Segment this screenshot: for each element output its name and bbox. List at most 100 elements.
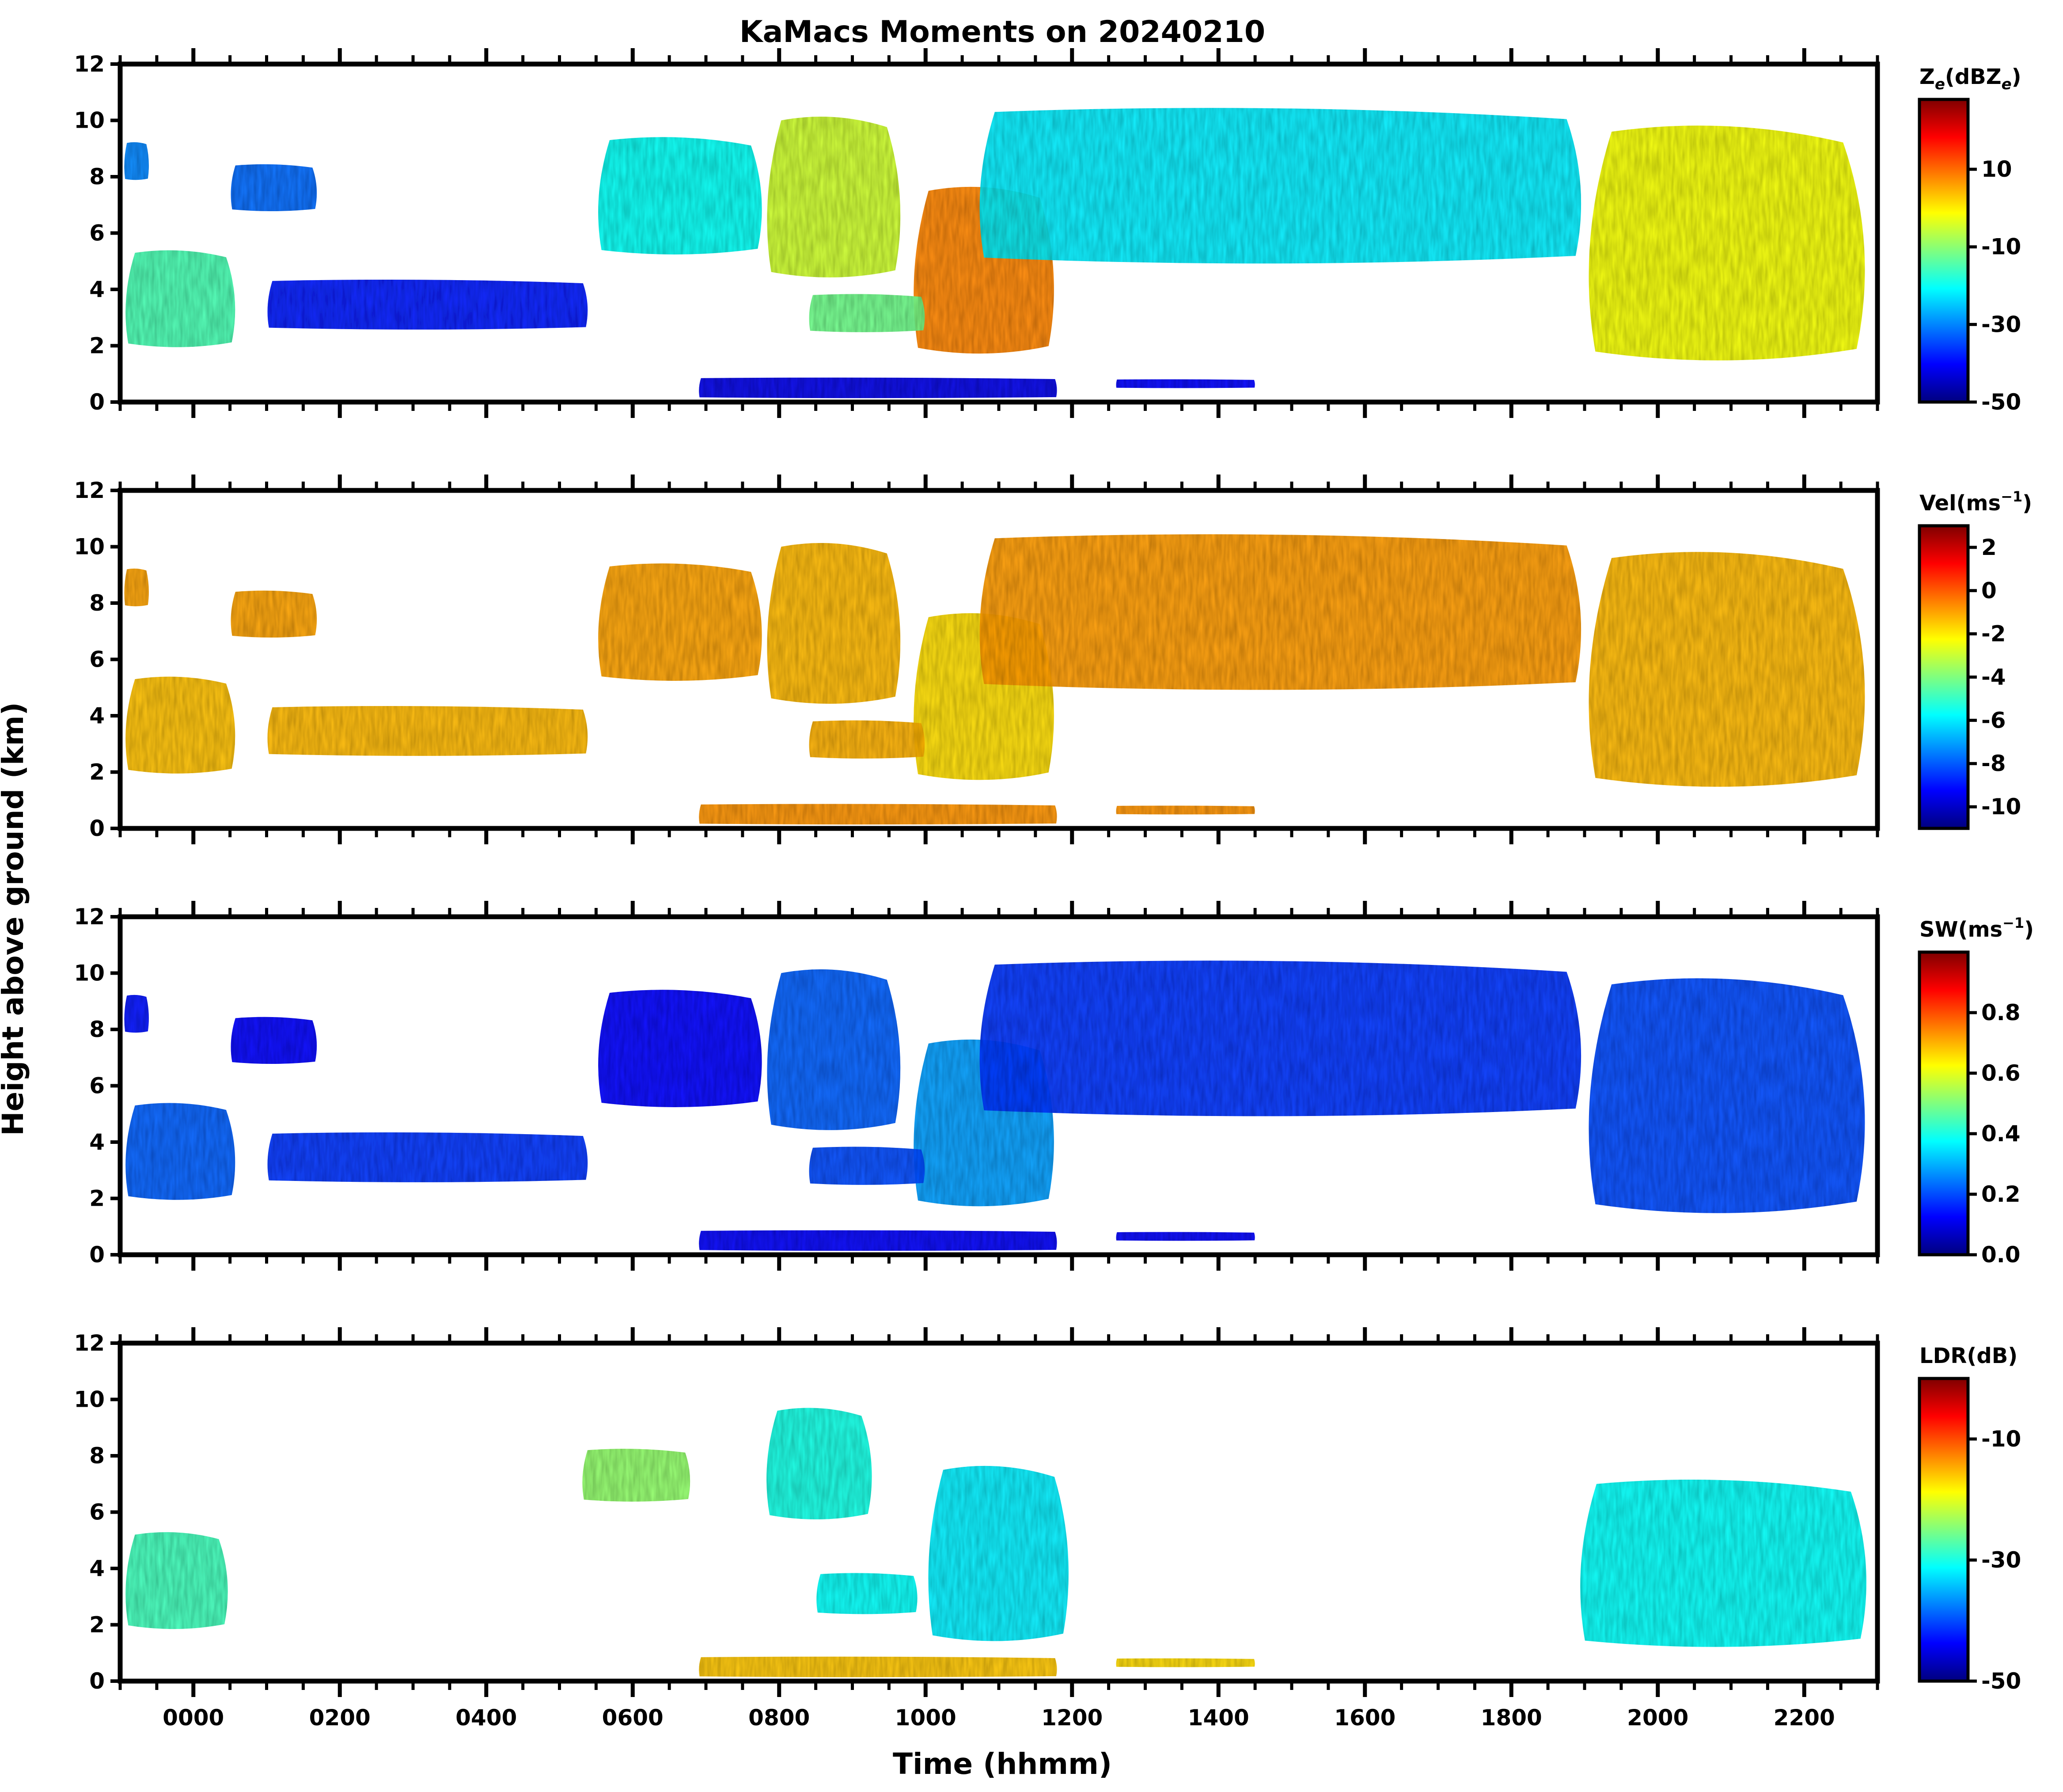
y-tick-label: 10 [74, 534, 105, 560]
panel-sw-echoes [124, 961, 1865, 1251]
y-tick-label: 10 [74, 961, 105, 986]
panels: 0 2 4 6 8 10 12 -50 -30 -10 10 Ze(dBZe) 0 2 4 6 8 10 12 -10… [74, 48, 2034, 1731]
echo-small-high-cloud [231, 590, 317, 638]
y-tick-label: 4 [89, 277, 105, 302]
colorbar-vel [1918, 524, 1970, 830]
x-axis-label: Time (hhmm) [893, 1747, 1112, 1781]
echo-long-upper-deck [979, 108, 1581, 264]
echo-lower-layer [809, 1147, 925, 1185]
y-tick-label: 8 [89, 1443, 105, 1469]
y-axis-label: Height above ground (km) [0, 702, 30, 1136]
y-tick-label: 8 [89, 590, 105, 616]
colorbar-tick-label: -2 [1981, 621, 2006, 647]
x-tick-label: 2200 [1774, 1705, 1835, 1731]
y-tick-label: 4 [89, 703, 105, 729]
echo-near-surface-echo-b [1116, 1232, 1255, 1241]
y-tick-label: 2 [89, 1612, 105, 1638]
y-tick-label: 2 [89, 1186, 105, 1211]
colorbar-tick-label: 0.4 [1981, 1121, 2021, 1147]
colorbar-tick-label: -4 [1981, 664, 2006, 690]
y-tick-label: 8 [89, 1017, 105, 1042]
colorbar-tick-label: 2 [1981, 535, 1997, 560]
echo-descending-band [1580, 1479, 1866, 1647]
y-tick-label: 0 [89, 1242, 105, 1268]
colorbar-tick-label: 0.6 [1981, 1060, 2021, 1086]
y-tick-label: 4 [89, 1129, 105, 1155]
panel-ldr-echoes [125, 1408, 1866, 1678]
echo-upper-patch-b [766, 1408, 872, 1519]
colorbar-tick-label: 0 [1981, 578, 1997, 604]
echo-main-upper-deck [598, 990, 762, 1108]
colorbar-tick-label: -50 [1981, 389, 2021, 415]
echo-early-low-cloud [125, 676, 235, 774]
colorbar-tick-label: -6 [1981, 707, 2006, 733]
y-tick-label: 6 [89, 1500, 105, 1525]
y-tick-label: 12 [74, 478, 105, 503]
colorbar-tick-label: -50 [1981, 1668, 2021, 1694]
colorbar-tick-label: -10 [1981, 234, 2021, 260]
echo-near-surface-echo [699, 1230, 1057, 1251]
colorbar-tick-label: 0.0 [1981, 1242, 2021, 1268]
x-tick-label: 1800 [1481, 1705, 1542, 1731]
panel-vel-echoes [124, 534, 1865, 825]
colorbar-sw [1918, 950, 1970, 1257]
echo-main-upper-deck [598, 563, 762, 681]
echo-early-low-cloud [125, 1103, 235, 1200]
colorbar-label-ze: Ze(dBZe) [1919, 65, 2021, 93]
y-tick-label: 10 [74, 108, 105, 133]
echo-early-high-cloud [124, 995, 149, 1033]
echo-early-high-cloud [124, 142, 149, 180]
echo-near-surface-echo-b [1116, 379, 1255, 388]
x-tick-label: 1200 [1041, 1705, 1103, 1731]
echo-descending-band [1589, 978, 1865, 1213]
colorbar-tick-label: -10 [1981, 1426, 2021, 1452]
echo-lower-layer [809, 720, 925, 759]
echo-descending-band [1589, 552, 1865, 787]
echo-lower-layer [809, 294, 925, 332]
panel-sw: 0 2 4 6 8 10 12 0.0 0.2 0.4 0.6 0.8 SW(ms−1) [74, 901, 2034, 1271]
colorbar-ldr [1918, 1377, 1970, 1683]
echo-long-upper-deck [979, 534, 1581, 690]
panel-vel: 0 2 4 6 8 10 12 -10 -8 -6 -4 -2 0 2 Vel(ms−1) [74, 475, 2032, 844]
y-tick-label: 12 [74, 51, 105, 77]
colorbar-tick-label: -10 [1981, 794, 2021, 820]
colorbar-tick-label: -30 [1981, 1547, 2021, 1573]
echo-lower-layer [816, 1573, 918, 1614]
echo-early-high-cloud [124, 568, 149, 607]
echo-low-broken-cloud [267, 279, 588, 330]
echo-long-upper-deck [979, 961, 1581, 1116]
panel-ze: 0 2 4 6 8 10 12 -50 -30 -10 10 Ze(dBZe) [74, 48, 2021, 418]
echo-stratiform-core [928, 1465, 1069, 1641]
y-tick-label: 10 [74, 1387, 105, 1412]
y-tick-label: 8 [89, 164, 105, 190]
colorbar-tick-label: 0.2 [1981, 1181, 2021, 1207]
echo-main-upper-deck-b [767, 969, 901, 1130]
y-tick-label: 6 [89, 647, 105, 672]
echo-main-upper-deck-b [767, 543, 901, 704]
x-tick-label: 1000 [895, 1705, 956, 1731]
echo-main-upper-deck [598, 137, 762, 255]
y-tick-label: 2 [89, 759, 105, 785]
y-tick-label: 4 [89, 1556, 105, 1581]
colorbar-label-vel: Vel(ms−1) [1919, 488, 2032, 516]
colorbar-tick-label: -30 [1981, 311, 2021, 337]
echo-near-surface-echo [699, 377, 1057, 399]
x-tick-label: 0200 [309, 1705, 371, 1731]
y-tick-label: 0 [89, 389, 105, 415]
echo-low-broken-cloud [267, 1132, 588, 1182]
colorbar-tick-label: -8 [1981, 751, 2006, 776]
echo-early-low-cloud [125, 1532, 228, 1629]
y-tick-label: 12 [74, 1330, 105, 1356]
y-tick-label: 6 [89, 1073, 105, 1099]
panel-ldr: 0 2 4 6 8 10 12 -50 -30 -10 LDR(dB) 0000 0200 0400 060… [74, 1327, 2021, 1731]
x-tick-label: 0400 [455, 1705, 517, 1731]
echo-near-surface-echo [699, 804, 1057, 825]
x-tick-label: 0000 [163, 1705, 224, 1731]
echo-small-high-cloud [231, 164, 317, 212]
colorbar-label-ldr: LDR(dB) [1919, 1344, 2017, 1368]
echo-upper-patch-a [582, 1449, 690, 1502]
figure-title: KaMacs Moments on 20240210 [739, 15, 1265, 49]
echo-near-surface-echo-b [1116, 805, 1255, 815]
y-tick-label: 6 [89, 220, 105, 246]
echo-descending-band [1589, 125, 1865, 361]
